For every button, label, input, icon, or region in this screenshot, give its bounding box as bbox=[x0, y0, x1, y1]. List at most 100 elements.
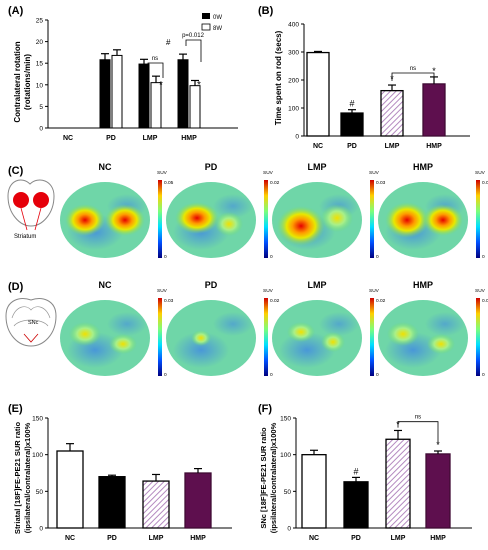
pet-c-lmp-scale-unit: SUV bbox=[369, 170, 380, 176]
panel-e-ytick-label-50: 50 bbox=[36, 489, 44, 496]
pet-c-nc-scale-unit: SUV bbox=[157, 170, 168, 176]
panel-e-bar-pd bbox=[98, 476, 126, 529]
panel-e-xtick-nc: NC bbox=[65, 535, 75, 542]
pet-d-lmp-scale-min: 0 bbox=[376, 372, 379, 378]
panel-a-ytick-label-0: 0 bbox=[39, 126, 43, 133]
panel-b-bracket bbox=[391, 72, 435, 81]
pet-c-pd-scale-max: 0.02 bbox=[270, 180, 280, 186]
panel-f-ytick-label-150: 150 bbox=[280, 416, 291, 423]
pet-c-hmp-title: HMP bbox=[413, 162, 433, 172]
panel-a-legend: 0W 8W bbox=[201, 13, 222, 32]
panel-b-xtick-hmp: HMP bbox=[426, 143, 442, 150]
pet-d-lmp-title: LMP bbox=[308, 280, 327, 290]
pet-d-hmp-scale-max: 0.03 bbox=[482, 298, 488, 304]
panel-a-bar-hmp-0w bbox=[177, 59, 189, 129]
panel-e-label: (E) bbox=[8, 403, 23, 415]
panel-f-bar-nc bbox=[301, 454, 327, 529]
panel-a-ytick-label-15: 15 bbox=[36, 61, 44, 68]
panel-b-ylabel: Time spent on rod (secs) bbox=[274, 30, 283, 125]
panel-e-ytick-label-100: 100 bbox=[32, 452, 43, 459]
panel-b-xtick-nc: NC bbox=[313, 143, 323, 150]
pet-d-pd-colorbar bbox=[264, 298, 268, 376]
panel-f-xtick-pd: PD bbox=[351, 535, 361, 542]
panel-f-ylabel-line2: (ipsilateral/contralateral)x100% bbox=[269, 422, 278, 533]
panel-b-chart: (B) Time spent on rod (secs) 0 100 200 300 4… bbox=[258, 5, 470, 150]
panel-e-ylabel-line2: (ipsilateral/contralateral)x100% bbox=[23, 422, 32, 533]
pet-c-nc-scale-max: 0.05 bbox=[164, 180, 174, 186]
pet-d-hmp-title: HMP bbox=[413, 280, 433, 290]
panel-a-bar-pd-0w bbox=[99, 59, 111, 129]
pet-d-lmp-colorbar bbox=[370, 298, 374, 376]
pet-d-hmp-colorbar bbox=[476, 298, 480, 376]
panel-c-pet: (C) Striatum NC SUV 0.05 0 PD SUV 0.02 0 LMP SUV 0… bbox=[7, 162, 488, 260]
panel-d-pet: (D) SNc NC SUV 0.03 0 PD SUV 0.02 0 LMP SUV 0.02 0 H… bbox=[5, 280, 488, 378]
legend-label-0w: 0W bbox=[213, 15, 222, 21]
panel-e-xtick-lmp: LMP bbox=[149, 535, 164, 542]
panel-e-xtick-pd: PD bbox=[107, 535, 117, 542]
pet-c-nc-image bbox=[60, 182, 150, 258]
panel-a-xtick-nc: NC bbox=[63, 135, 73, 142]
panel-e-bar-lmp bbox=[142, 480, 170, 529]
pet-c-pd-image bbox=[166, 182, 256, 258]
pet-c-nc-title: NC bbox=[99, 162, 112, 172]
striatum-label: Striatum bbox=[14, 234, 36, 240]
panel-b-xtick-lmp: LMP bbox=[385, 143, 400, 150]
panel-a-pd-hash: # bbox=[166, 38, 171, 47]
pet-c-hmp-scale-max: 0.05 bbox=[482, 180, 488, 186]
panel-a-bracket-lmp: ns bbox=[147, 56, 164, 78]
panel-b-bar-hmp bbox=[422, 83, 446, 137]
legend-swatch-0w bbox=[202, 13, 210, 19]
pet-d-hmp-scale-min: 0 bbox=[482, 372, 485, 378]
pet-d-nc-title: NC bbox=[99, 280, 112, 290]
panel-a-bar-lmp-0w bbox=[138, 63, 150, 129]
panel-b-ytick-label-100: 100 bbox=[288, 106, 299, 113]
panel-b-ytick-label-0: 0 bbox=[295, 134, 299, 141]
panel-f-bar-hmp-annotation: * bbox=[436, 440, 440, 450]
panel-f-chart: (F) SNc [18F]FE-PE21 SUR ratio (ipsilate… bbox=[258, 403, 472, 542]
panel-b-bar-pd-annotation: # bbox=[349, 99, 354, 109]
panel-b-bar-nc bbox=[306, 51, 330, 137]
panel-f-bracket bbox=[397, 421, 439, 444]
pet-c-lmp-title: LMP bbox=[308, 162, 327, 172]
pet-d-nc-scale-min: 0 bbox=[164, 372, 167, 378]
panel-b-xtick-pd: PD bbox=[347, 143, 357, 150]
panel-a-ytick-label-20: 20 bbox=[36, 39, 44, 46]
pet-d-nc-scale-max: 0.03 bbox=[164, 298, 174, 304]
pet-d-pd-image bbox=[166, 300, 256, 376]
panel-c-label: (C) bbox=[8, 165, 24, 177]
pet-d-lmp-scale-max: 0.02 bbox=[376, 298, 386, 304]
panel-f-ytick-label-50: 50 bbox=[284, 489, 292, 496]
pet-c-pd-colorbar bbox=[264, 180, 268, 258]
snc-brain-diagram bbox=[5, 298, 57, 347]
panel-f-ylabel-line1: SNc [18F]FE-PE21 SUR ratio bbox=[259, 427, 268, 529]
pet-c-lmp-scale-min: 0 bbox=[376, 254, 379, 260]
panel-e-ytick-label-0: 0 bbox=[39, 526, 43, 533]
pet-c-lmp-image bbox=[272, 182, 362, 258]
panel-f-bar-pd bbox=[343, 481, 369, 529]
panel-a-ylabel-line1: Contralateral rotation bbox=[13, 41, 22, 122]
pet-d-hmp-image bbox=[378, 300, 468, 376]
pet-c-nc-scale-min: 0 bbox=[164, 254, 167, 260]
panel-a-bar-hmp-8w bbox=[189, 85, 201, 129]
pet-c-lmp-scale-max: 0.03 bbox=[376, 180, 386, 186]
pet-c-pd-scale-unit: SUV bbox=[263, 170, 274, 176]
panel-d-label: (D) bbox=[8, 281, 24, 293]
pet-c-hmp-colorbar bbox=[476, 180, 480, 258]
panel-a-xtick-pd: PD bbox=[106, 135, 116, 142]
panel-a-ytick-label-25: 25 bbox=[36, 18, 44, 25]
pet-d-lmp-scale-unit: SUV bbox=[369, 288, 380, 294]
pet-c-hmp-scale-min: 0 bbox=[482, 254, 485, 260]
panel-a-chart: (A) Contralateral rotation (rotations/mi… bbox=[8, 5, 238, 142]
panel-f-xtick-nc: NC bbox=[309, 535, 319, 542]
panel-b-label: (B) bbox=[258, 5, 274, 17]
pet-d-hmp-scale-unit: SUV bbox=[475, 288, 486, 294]
pet-c-pd-scale-min: 0 bbox=[270, 254, 273, 260]
panel-e-xtick-hmp: HMP bbox=[190, 535, 206, 542]
pet-c-hmp-image bbox=[378, 182, 468, 258]
pet-c-hmp-scale-unit: SUV bbox=[475, 170, 486, 176]
panel-e-ylabel-line1: Striatal [18F]FE-PE21 SUR ratio bbox=[13, 422, 22, 535]
panel-b-bar-lmp bbox=[380, 89, 404, 137]
panel-f-bar-lmp bbox=[385, 438, 411, 529]
panel-b-bar-hmp-annotation: * bbox=[432, 66, 436, 76]
